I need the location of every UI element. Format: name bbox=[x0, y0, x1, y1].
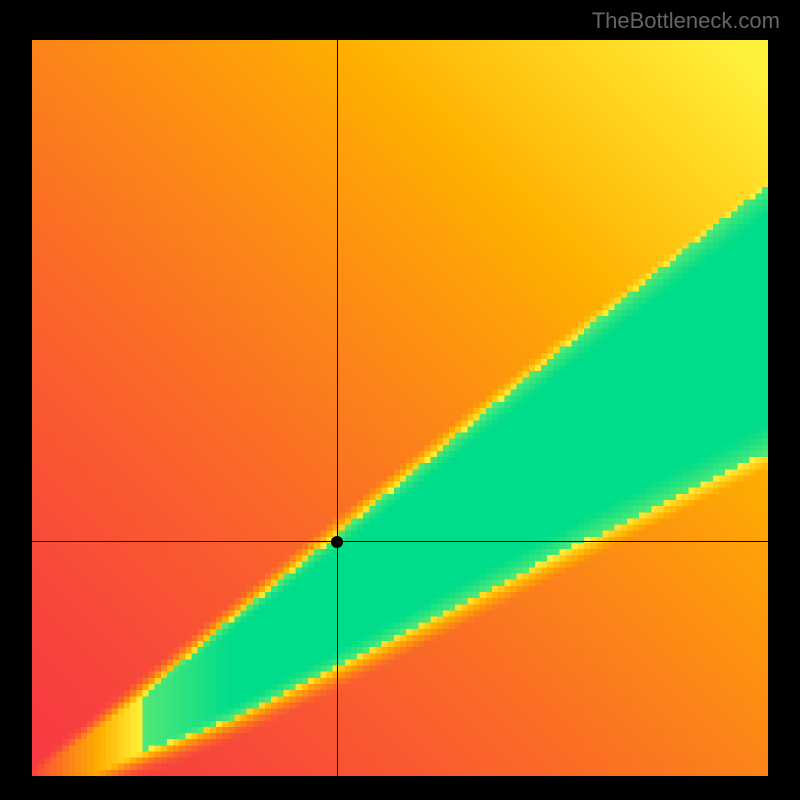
crosshair-marker bbox=[331, 536, 343, 548]
crosshair-vertical bbox=[337, 40, 338, 776]
watermark-text: TheBottleneck.com bbox=[592, 8, 780, 34]
crosshair-horizontal bbox=[32, 541, 768, 542]
chart-container bbox=[32, 40, 768, 776]
bottleneck-heatmap bbox=[32, 40, 768, 776]
